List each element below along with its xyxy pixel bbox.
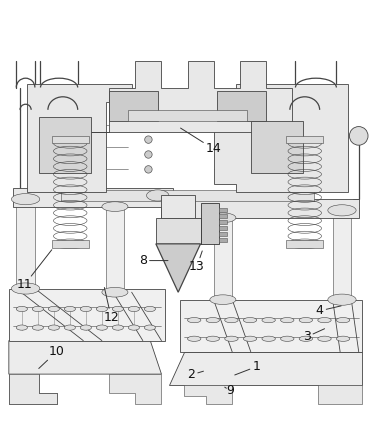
Bar: [219, 208, 226, 212]
Ellipse shape: [32, 325, 44, 330]
Ellipse shape: [80, 307, 92, 311]
Ellipse shape: [299, 336, 313, 342]
Polygon shape: [9, 341, 162, 374]
Ellipse shape: [64, 325, 75, 330]
Circle shape: [145, 136, 152, 144]
Ellipse shape: [318, 318, 331, 323]
Ellipse shape: [318, 336, 331, 342]
Text: 2: 2: [187, 369, 204, 381]
Bar: [12, 188, 173, 206]
Polygon shape: [156, 244, 201, 292]
Ellipse shape: [16, 325, 27, 330]
Ellipse shape: [12, 194, 40, 205]
Bar: [251, 121, 303, 173]
Circle shape: [145, 151, 152, 158]
Circle shape: [350, 127, 368, 145]
Bar: [110, 91, 158, 121]
Polygon shape: [110, 374, 162, 404]
Bar: [219, 220, 226, 224]
Ellipse shape: [188, 318, 201, 323]
Ellipse shape: [32, 307, 44, 311]
Ellipse shape: [210, 213, 236, 223]
Polygon shape: [318, 385, 363, 404]
Bar: [184, 199, 359, 218]
Text: 14: 14: [180, 128, 221, 155]
Ellipse shape: [206, 336, 219, 342]
Ellipse shape: [225, 336, 238, 342]
Ellipse shape: [328, 205, 356, 216]
Ellipse shape: [210, 295, 236, 304]
Ellipse shape: [144, 307, 156, 311]
Ellipse shape: [80, 325, 92, 330]
Bar: [156, 218, 201, 244]
Bar: [201, 203, 219, 244]
Ellipse shape: [128, 307, 140, 311]
Polygon shape: [180, 299, 363, 352]
Bar: [219, 214, 226, 218]
Bar: [333, 210, 351, 299]
Text: 10: 10: [39, 345, 64, 369]
Ellipse shape: [96, 307, 108, 311]
Ellipse shape: [328, 294, 356, 305]
Ellipse shape: [128, 325, 140, 330]
Ellipse shape: [48, 307, 60, 311]
Bar: [286, 240, 323, 248]
Bar: [286, 136, 323, 144]
Polygon shape: [169, 352, 363, 385]
Text: 1: 1: [235, 360, 260, 375]
Ellipse shape: [262, 318, 275, 323]
Text: 9: 9: [225, 385, 234, 397]
Ellipse shape: [188, 336, 201, 342]
Ellipse shape: [112, 307, 123, 311]
Text: 13: 13: [189, 251, 205, 273]
Ellipse shape: [112, 325, 123, 330]
Polygon shape: [9, 374, 57, 404]
Bar: [219, 232, 226, 236]
Ellipse shape: [147, 190, 169, 201]
Circle shape: [145, 166, 152, 173]
Bar: [61, 190, 314, 201]
Ellipse shape: [64, 307, 75, 311]
Text: 12: 12: [104, 288, 119, 324]
Bar: [219, 238, 226, 242]
Bar: [39, 117, 91, 173]
Ellipse shape: [225, 318, 238, 323]
Ellipse shape: [243, 318, 257, 323]
Bar: [16, 199, 35, 288]
Ellipse shape: [262, 336, 275, 342]
Bar: [219, 226, 226, 230]
Ellipse shape: [102, 202, 128, 211]
Ellipse shape: [206, 318, 219, 323]
Bar: [213, 218, 232, 299]
Bar: [217, 91, 266, 121]
Ellipse shape: [96, 325, 108, 330]
Text: 11: 11: [16, 250, 52, 291]
Ellipse shape: [12, 283, 40, 294]
Ellipse shape: [16, 307, 27, 311]
Ellipse shape: [336, 336, 350, 342]
Ellipse shape: [243, 336, 257, 342]
Ellipse shape: [299, 318, 313, 323]
Ellipse shape: [102, 288, 128, 297]
Text: 3: 3: [303, 329, 324, 343]
Bar: [128, 110, 247, 121]
Polygon shape: [213, 84, 348, 192]
Text: 4: 4: [316, 304, 341, 317]
Polygon shape: [83, 62, 292, 132]
Bar: [52, 240, 89, 248]
Polygon shape: [9, 288, 165, 341]
Text: 8: 8: [139, 254, 168, 267]
Ellipse shape: [336, 318, 350, 323]
Ellipse shape: [280, 336, 294, 342]
Polygon shape: [27, 84, 132, 192]
Ellipse shape: [144, 325, 156, 330]
Bar: [162, 195, 195, 218]
Bar: [106, 206, 124, 292]
Ellipse shape: [48, 325, 60, 330]
Ellipse shape: [280, 318, 294, 323]
Polygon shape: [184, 385, 232, 404]
Bar: [52, 136, 89, 144]
